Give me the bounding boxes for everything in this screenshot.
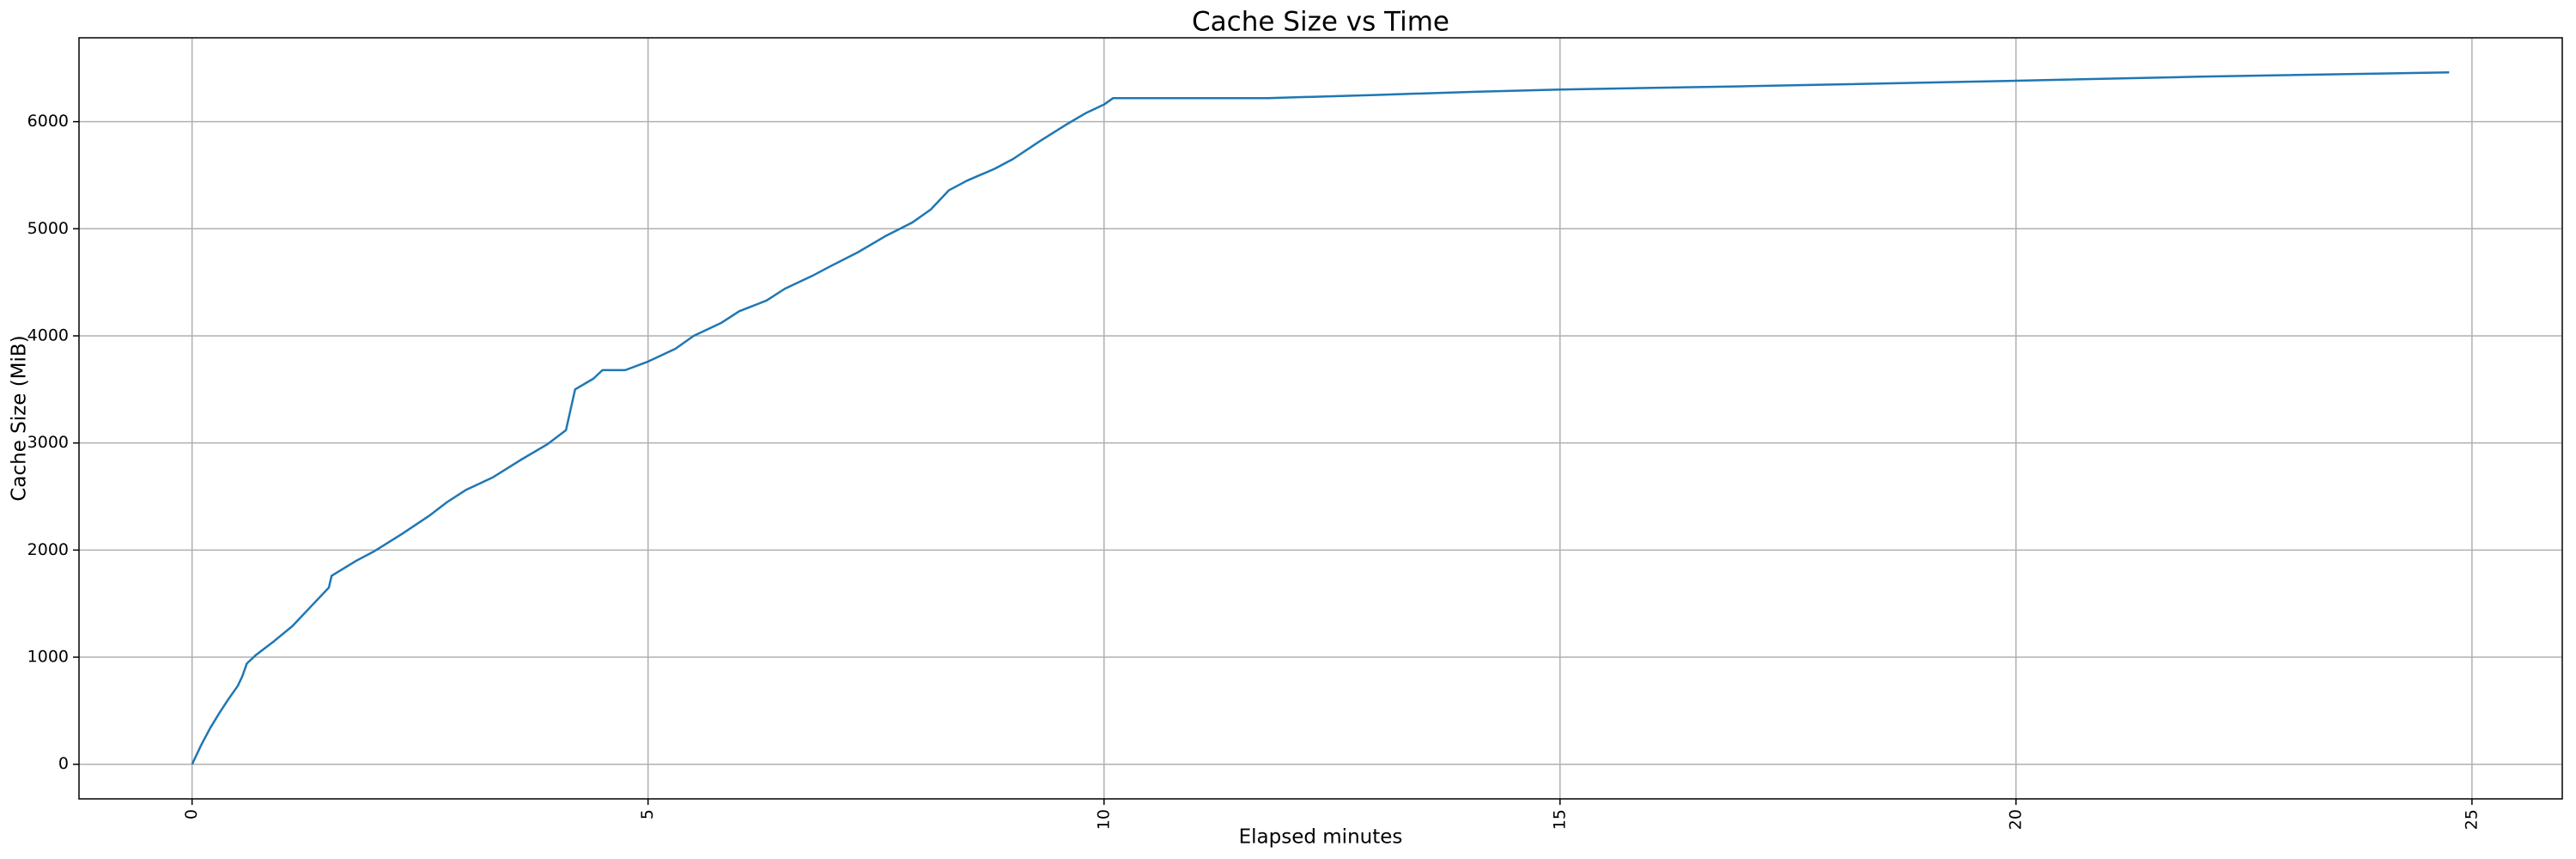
y-tick-label: 2000	[27, 540, 69, 559]
x-tick-label: 20	[2006, 809, 2025, 830]
y-tick-label: 6000	[27, 112, 69, 131]
x-axis-label: Elapsed minutes	[1239, 826, 1403, 849]
plot-frame	[78, 37, 2563, 800]
y-tick-label: 0	[58, 754, 69, 773]
x-tick-label: 0	[182, 809, 201, 819]
x-tick-label: 10	[1094, 809, 1113, 830]
y-tick-label: 3000	[27, 433, 69, 452]
x-tick-label: 25	[2462, 809, 2481, 830]
y-tick-label: 5000	[27, 219, 69, 238]
chart-title: Cache Size vs Time	[1192, 7, 1449, 38]
x-tick-label: 15	[1550, 809, 1569, 830]
y-tick-label: 1000	[27, 648, 69, 667]
y-tick-label: 4000	[27, 326, 69, 344]
y-axis-label: Cache Size (MiB)	[9, 335, 31, 501]
x-tick-label: 5	[638, 809, 657, 819]
data-line	[191, 71, 2450, 765]
